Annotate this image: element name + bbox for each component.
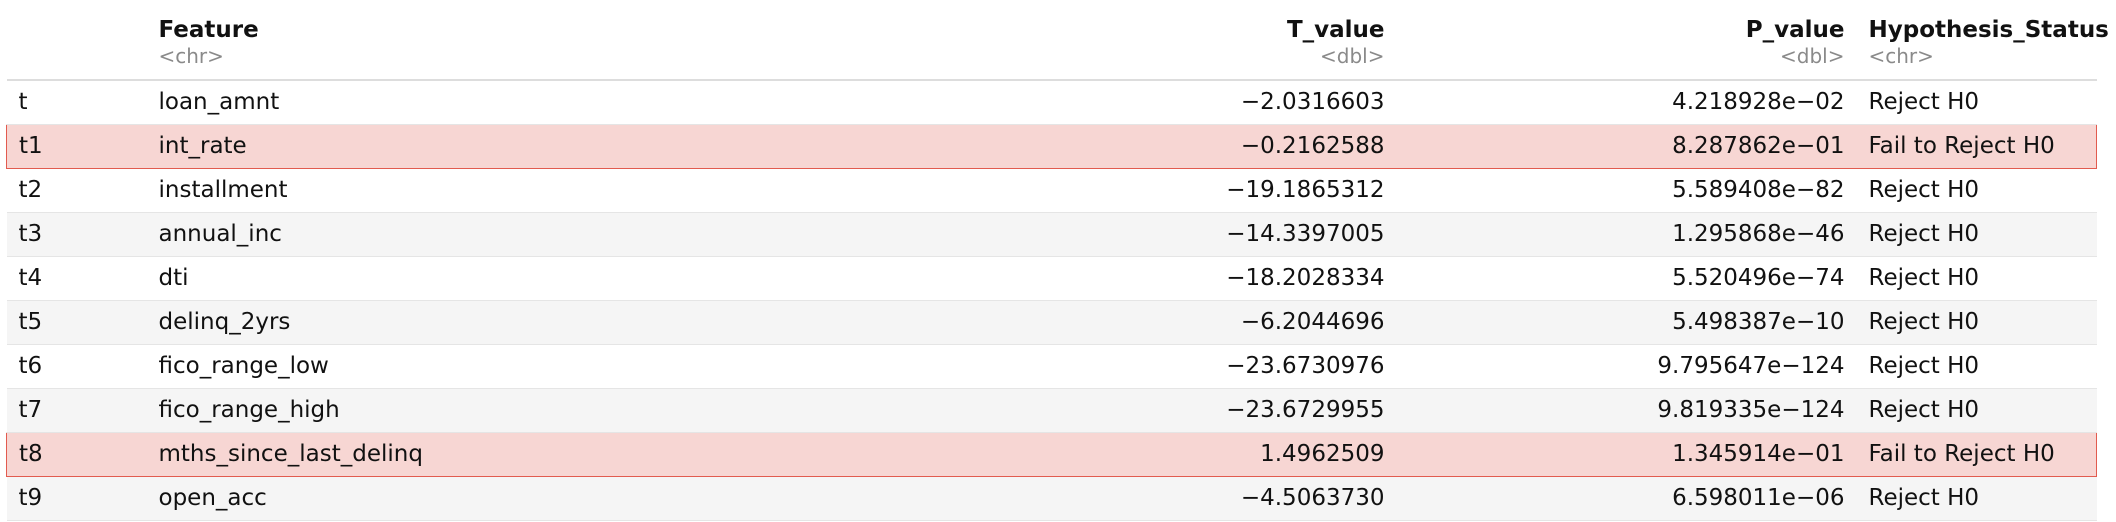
header-row: Feature <chr> T_value <dbl> P_value <dbl…: [6, 0, 2109, 81]
feature-cell: delinq_2yrs: [146, 300, 747, 345]
row-name-cell: t1: [6, 124, 147, 169]
feature-cell: fico_range_low: [146, 344, 747, 389]
feature-cell: int_rate: [146, 124, 747, 169]
p-value-cell: 9.795647e−124: [1396, 344, 1857, 389]
t-value-cell: −23.6729955: [746, 388, 1397, 433]
feature-cell: loan_amnt: [146, 80, 747, 125]
p-value-cell: 9.819335e−124: [1396, 388, 1857, 433]
table-row-highlighted[interactable]: t1 int_rate −0.2162588 8.287862e−01 Fail…: [6, 124, 2097, 169]
row-name-cell: t5: [6, 300, 147, 345]
hypothesis-status-cell: Reject H0: [1856, 168, 2097, 213]
hypothesis-status-cell: Reject H0: [1856, 300, 2097, 345]
p-value-cell: 8.287862e−01: [1396, 124, 1857, 169]
feature-cell: mths_since_last_delinq: [146, 432, 747, 477]
table-row[interactable]: t6 fico_range_low −23.6730976 9.795647e−…: [6, 344, 2097, 389]
feature-cell: annual_inc: [146, 212, 747, 257]
feature-cell: open_acc: [146, 476, 747, 521]
column-title: P_value: [1745, 17, 1845, 43]
p-value-cell: 5.589408e−82: [1396, 168, 1857, 213]
column-type: <dbl>: [1320, 44, 1385, 68]
row-name-cell: t3: [6, 212, 147, 257]
column-header-rownames: [6, 0, 147, 81]
row-name-cell: t: [6, 80, 147, 125]
hypothesis-status-cell: Reject H0: [1856, 344, 2097, 389]
t-value-cell: −19.1865312: [746, 168, 1397, 213]
t-value-cell: −4.5063730: [746, 476, 1397, 521]
row-name-cell: t2: [6, 168, 147, 213]
p-value-cell: 5.498387e−10: [1396, 300, 1857, 345]
feature-cell: fico_range_high: [146, 388, 747, 433]
column-header-feature[interactable]: Feature <chr>: [146, 0, 747, 81]
column-header-p-value[interactable]: P_value <dbl>: [1396, 0, 1857, 81]
row-name-cell: t8: [6, 432, 147, 477]
t-value-cell: −23.6730976: [746, 344, 1397, 389]
hypothesis-status-cell: Reject H0: [1856, 256, 2097, 301]
table-row[interactable]: t loan_amnt −2.0316603 4.218928e−02 Reje…: [6, 80, 2097, 125]
column-type: <chr>: [1868, 44, 1934, 68]
row-name-cell: t4: [6, 256, 147, 301]
t-value-cell: −6.2044696: [746, 300, 1397, 345]
column-type: <dbl>: [1780, 44, 1845, 68]
row-name-cell: t9: [6, 476, 147, 521]
p-value-cell: 5.520496e−74: [1396, 256, 1857, 301]
column-title: T_value: [1286, 17, 1385, 43]
table-body: t loan_amnt −2.0316603 4.218928e−02 Reje…: [6, 80, 2097, 521]
p-value-cell: 1.295868e−46: [1396, 212, 1857, 257]
column-header-hypothesis-status[interactable]: Hypothesis_Status <chr>: [1856, 0, 2109, 81]
table-row[interactable]: t2 installment −19.1865312 5.589408e−82 …: [6, 168, 2097, 213]
table-row[interactable]: t9 open_acc −4.5063730 6.598011e−06 Reje…: [6, 476, 2097, 521]
t-value-cell: −14.3397005: [746, 212, 1397, 257]
results-table: Feature <chr> T_value <dbl> P_value <dbl…: [6, 0, 2109, 521]
column-title: Hypothesis_Status: [1868, 17, 2109, 43]
hypothesis-status-cell: Reject H0: [1856, 212, 2097, 257]
table-row[interactable]: t3 annual_inc −14.3397005 1.295868e−46 R…: [6, 212, 2097, 257]
hypothesis-status-cell: Reject H0: [1856, 80, 2097, 125]
table-header: Feature <chr> T_value <dbl> P_value <dbl…: [6, 0, 2109, 81]
column-header-t-value[interactable]: T_value <dbl>: [746, 0, 1397, 81]
p-value-cell: 6.598011e−06: [1396, 476, 1857, 521]
table-row[interactable]: t7 fico_range_high −23.6729955 9.819335e…: [6, 388, 2097, 433]
feature-cell: dti: [146, 256, 747, 301]
t-value-cell: −18.2028334: [746, 256, 1397, 301]
t-value-cell: −0.2162588: [746, 124, 1397, 169]
hypothesis-status-cell: Fail to Reject H0: [1856, 432, 2097, 477]
p-value-cell: 1.345914e−01: [1396, 432, 1857, 477]
feature-cell: installment: [146, 168, 747, 213]
column-title: Feature: [158, 17, 259, 43]
row-name-cell: t7: [6, 388, 147, 433]
hypothesis-status-cell: Fail to Reject H0: [1856, 124, 2097, 169]
hypothesis-status-cell: Reject H0: [1856, 476, 2097, 521]
t-value-cell: 1.4962509: [746, 432, 1397, 477]
table-row[interactable]: t5 delinq_2yrs −6.2044696 5.498387e−10 R…: [6, 300, 2097, 345]
p-value-cell: 4.218928e−02: [1396, 80, 1857, 125]
t-value-cell: −2.0316603: [746, 80, 1397, 125]
row-name-cell: t6: [6, 344, 147, 389]
table-row-highlighted[interactable]: t8 mths_since_last_delinq 1.4962509 1.34…: [6, 432, 2097, 477]
table-row[interactable]: t4 dti −18.2028334 5.520496e−74 Reject H…: [6, 256, 2097, 301]
hypothesis-status-cell: Reject H0: [1856, 388, 2097, 433]
column-type: <chr>: [158, 44, 224, 68]
